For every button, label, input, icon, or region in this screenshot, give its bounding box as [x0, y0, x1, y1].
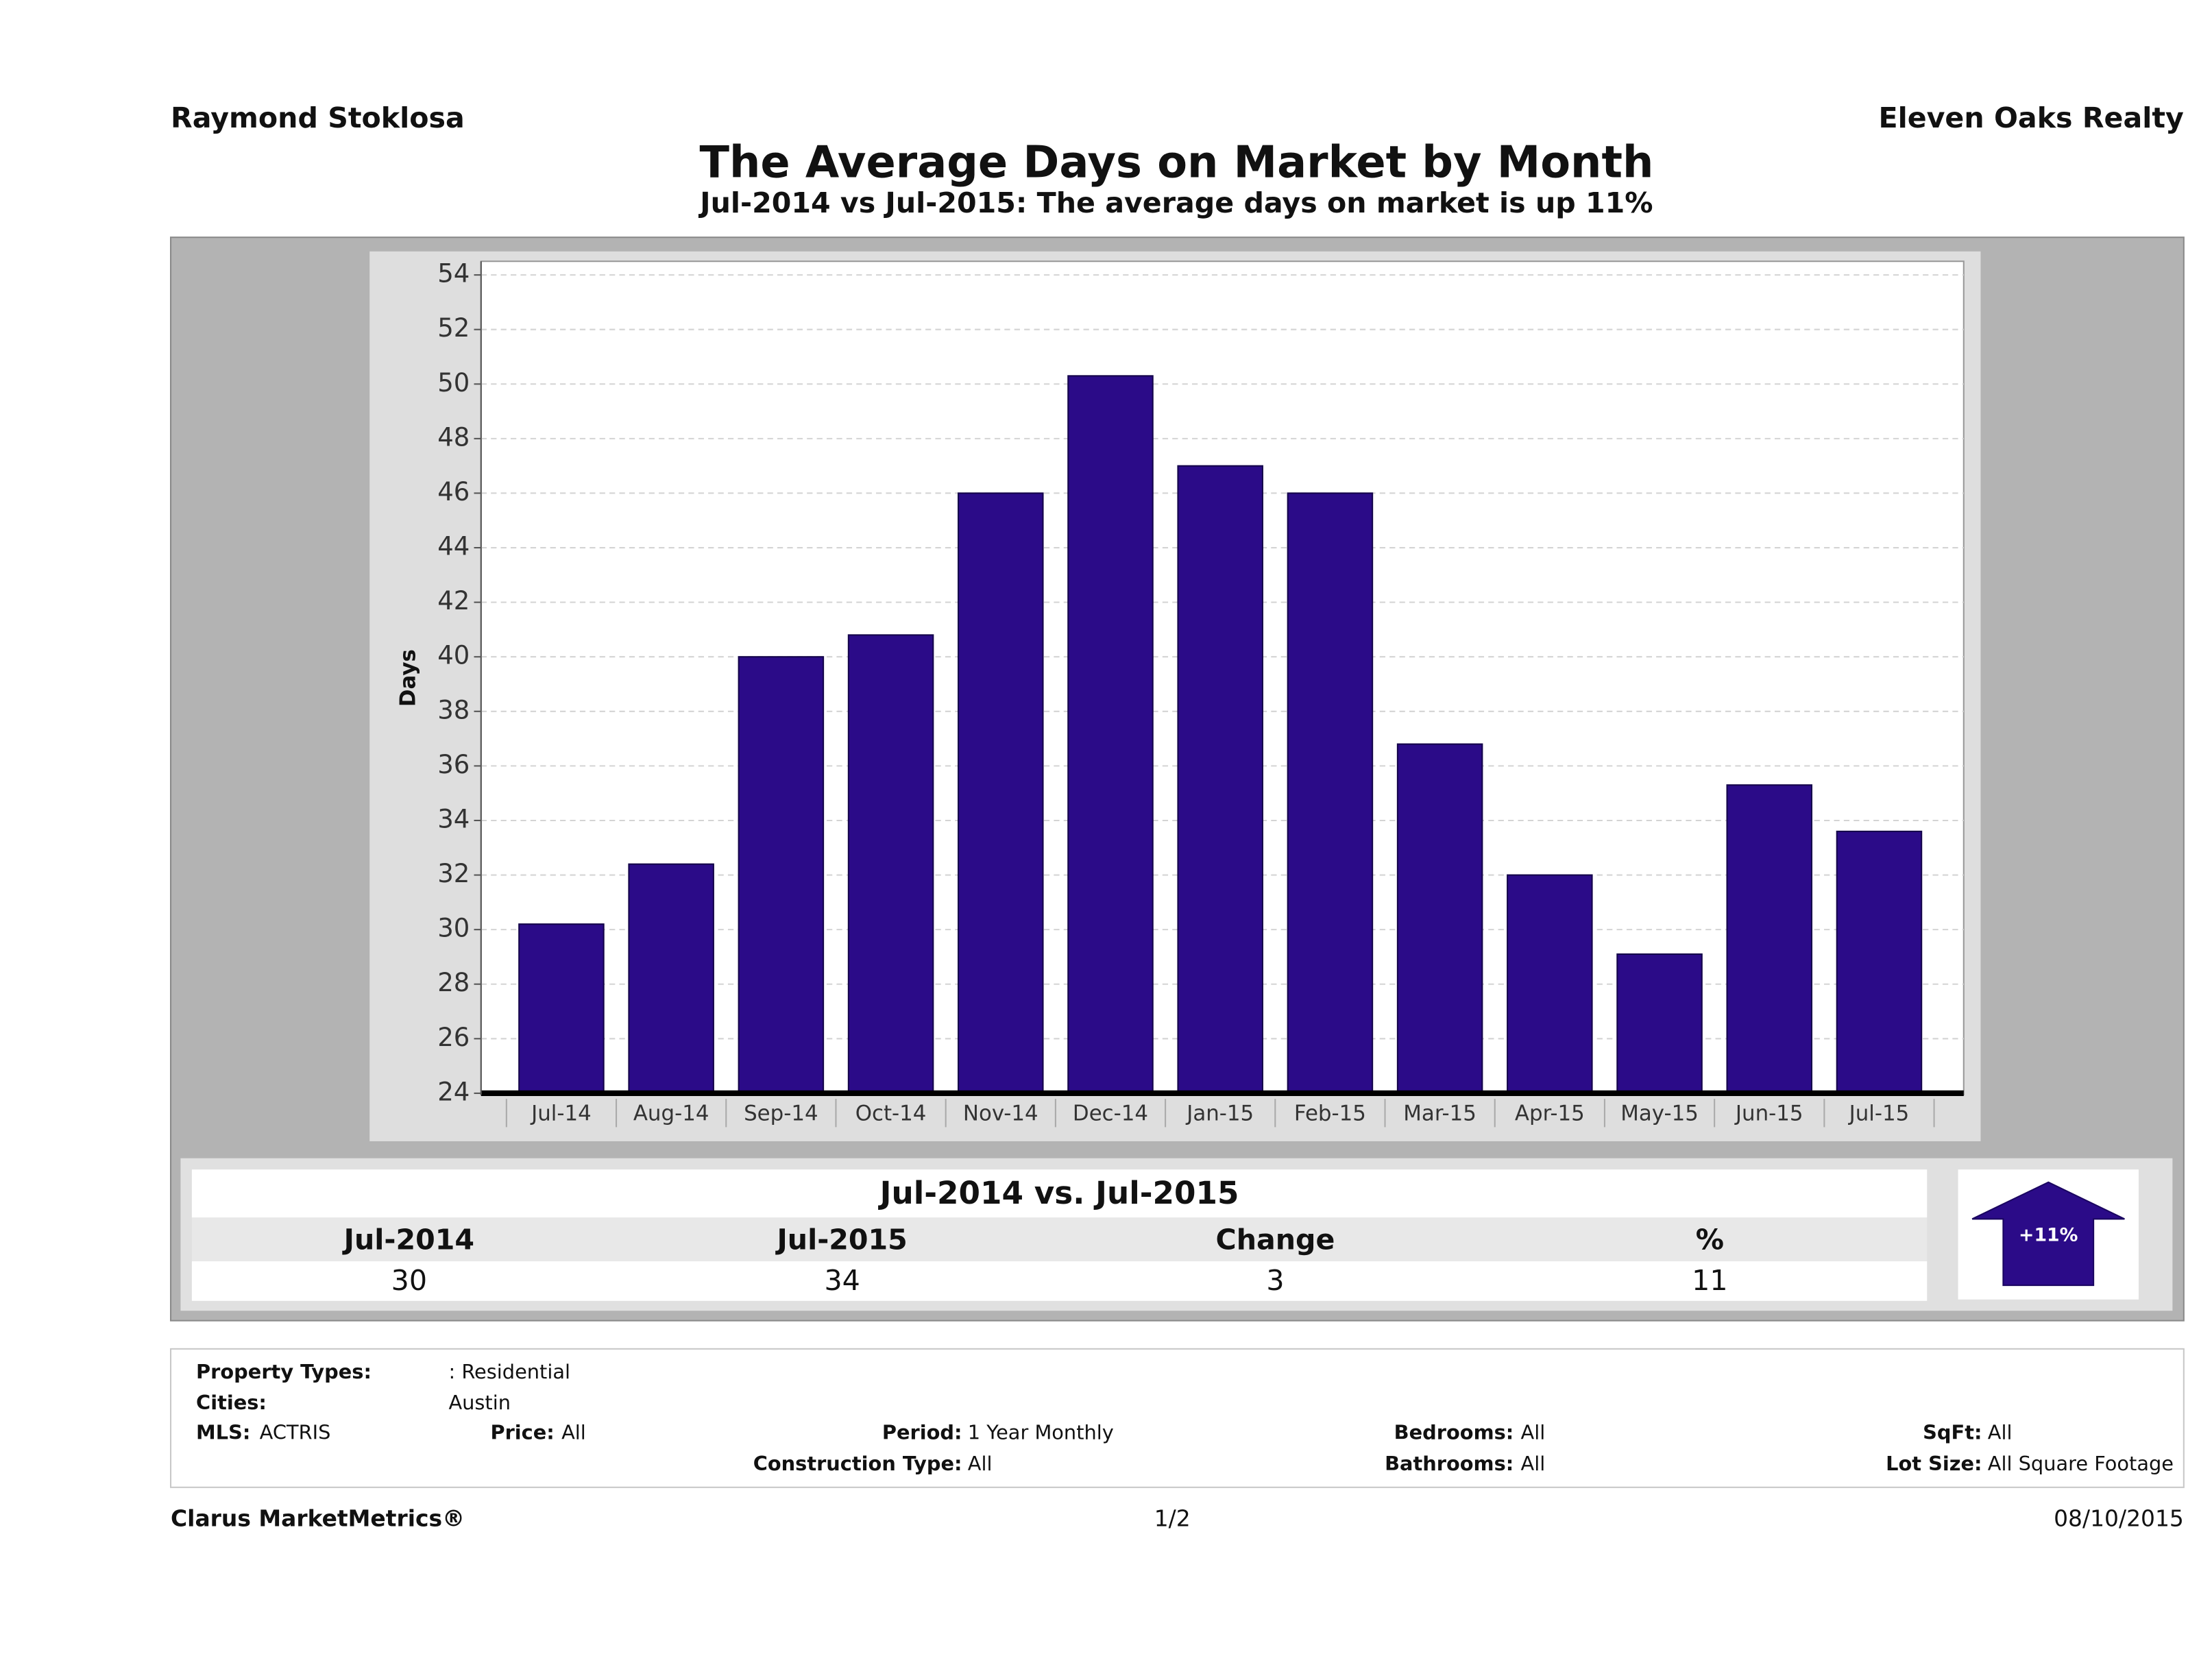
y-tick-label: 50: [437, 368, 470, 398]
summary-header: Change: [1216, 1223, 1335, 1256]
filter-label: Construction Type:: [753, 1452, 962, 1475]
x-tick-label: Sep-14: [744, 1101, 818, 1126]
summary-table: Jul-2014 30 Jul-2015 34 Change 3% 11: [342, 1223, 1728, 1297]
bar: [1836, 830, 1923, 1094]
y-tick-label: 30: [437, 914, 470, 943]
summary-value-row: [191, 1261, 1928, 1301]
bar: [1177, 465, 1263, 1094]
filter-label: Period:: [882, 1421, 962, 1444]
y-tick-label: 46: [437, 477, 470, 507]
bar: [1507, 874, 1593, 1094]
filter-value: : Residential: [448, 1360, 570, 1383]
y-tick-label: 54: [437, 259, 470, 289]
bar: [1287, 492, 1374, 1094]
filters-box: [169, 1348, 2185, 1488]
y-tick-label: 26: [437, 1023, 470, 1052]
y-tick-label: 38: [437, 695, 470, 725]
bar: [847, 634, 934, 1094]
plot: 24 26 28 30 32 34 36 38 40 42 44 46 48 50 52 54 Jul-14 Au…: [437, 259, 1964, 1128]
bar: [1067, 375, 1154, 1094]
bar: [1726, 784, 1813, 1094]
x-tick-label: Feb-15: [1294, 1101, 1366, 1126]
filter-label: Cities:: [196, 1391, 267, 1414]
filter-value: 1 Year Monthly: [968, 1421, 1114, 1444]
y-tick-label: 44: [437, 532, 470, 561]
filter-label: SqFt:: [1923, 1421, 1982, 1444]
filter-label: Property Types:: [196, 1360, 372, 1383]
y-tick-label: 42: [437, 586, 470, 616]
bar: [518, 923, 605, 1094]
summary-value: 30: [391, 1264, 427, 1297]
summary-title: Jul-2014 vs. Jul-2015: [878, 1175, 1239, 1211]
summary-value: 3: [1266, 1264, 1284, 1297]
filter-value: All Square Footage: [1988, 1452, 2174, 1475]
bar: [1396, 743, 1483, 1094]
filter-value: All: [561, 1421, 586, 1444]
filter-label: MLS:: [196, 1421, 250, 1444]
x-tick-label: Nov-14: [963, 1101, 1038, 1126]
x-tick-label: Jun-15: [1734, 1101, 1803, 1126]
filter-value: All: [968, 1452, 993, 1475]
filter-label: Price:: [490, 1421, 554, 1444]
y-tick-label: 24: [437, 1077, 470, 1106]
filter-label: Bedrooms:: [1394, 1421, 1514, 1444]
x-tick-label: Oct-14: [855, 1101, 927, 1126]
filter-value: All: [1988, 1421, 2013, 1444]
bar: [958, 492, 1044, 1094]
filter-value: All: [1521, 1452, 1546, 1475]
summary-header: %: [1696, 1223, 1724, 1256]
footer-page: 1/2: [1154, 1505, 1191, 1532]
chart-title: The Average Days on Market by Month: [699, 138, 1653, 189]
footer-brand: Clarus MarketMetrics®: [171, 1505, 465, 1532]
bar: [738, 656, 825, 1094]
x-tick-label: Jul-14: [530, 1101, 592, 1126]
filter-value: Austin: [448, 1391, 511, 1414]
filter-label: Bathrooms:: [1385, 1452, 1514, 1475]
x-tick-label: Apr-15: [1515, 1101, 1585, 1126]
footer-date: 08/10/2015: [2054, 1505, 2184, 1532]
summary-value: 34: [824, 1264, 860, 1297]
y-tick-label: 48: [437, 422, 470, 452]
y-tick-label: 34: [437, 804, 470, 834]
filter-value: ACTRIS: [260, 1421, 331, 1444]
company-name: Eleven Oaks Realty: [1878, 101, 2183, 134]
y-tick-label: 36: [437, 750, 470, 779]
x-tick-label: May-15: [1620, 1101, 1699, 1126]
bar: [628, 863, 714, 1094]
x-tick-label: Jul-15: [1848, 1101, 1910, 1126]
x-tick-label: Jan-15: [1185, 1101, 1254, 1126]
y-axis-label: Days: [396, 649, 420, 707]
filter-label: Lot Size:: [1886, 1452, 1982, 1475]
x-tick-label: Aug-14: [633, 1101, 709, 1126]
bar: [1616, 953, 1703, 1094]
agent-name: Raymond Stoklosa: [171, 101, 465, 134]
chart-subtitle: Jul-2014 vs Jul-2015: The average days o…: [698, 186, 1653, 219]
y-tick-label: 28: [437, 968, 470, 997]
x-tick-label: Dec-14: [1073, 1101, 1148, 1126]
arrow-label: +11%: [2019, 1225, 2078, 1246]
summary-header-row: [191, 1217, 1928, 1262]
y-tick-label: 40: [437, 641, 470, 670]
y-tick-label: 32: [437, 859, 470, 888]
up-arrow: [1971, 1181, 2125, 1287]
summary-title-row: [191, 1169, 1928, 1218]
filter-value: All: [1521, 1421, 1546, 1444]
x-tick-label: Mar-15: [1403, 1101, 1476, 1126]
summary-value: 11: [1692, 1264, 1727, 1297]
y-tick-label: 52: [437, 313, 470, 343]
summary-header: Jul-2014: [342, 1223, 474, 1256]
summary-header: Jul-2015: [775, 1223, 907, 1256]
